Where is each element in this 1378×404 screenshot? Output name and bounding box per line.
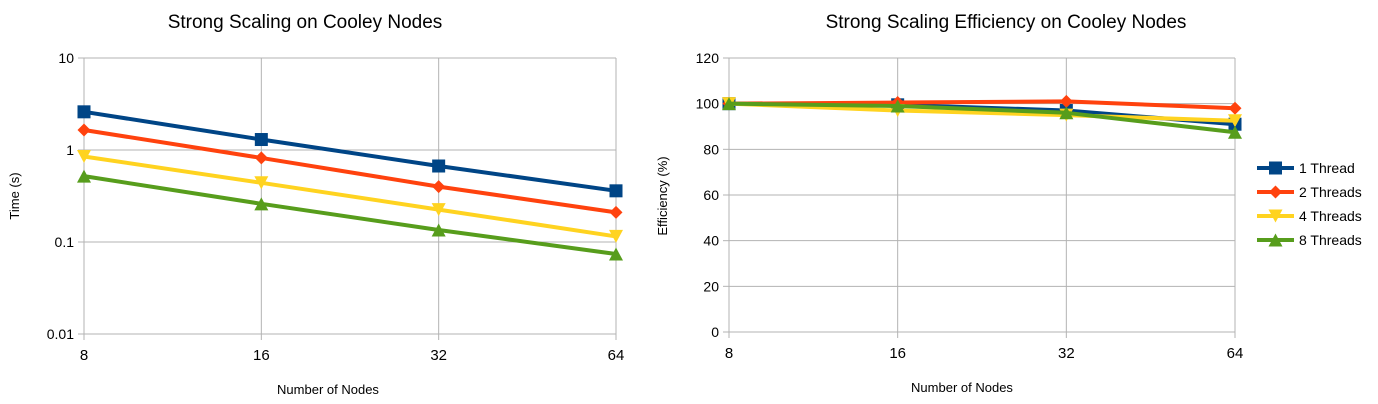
efficiency-chart-x-ticks: 8 16 32 64 bbox=[725, 345, 1244, 362]
c0-point-4-threads-64 bbox=[609, 229, 623, 243]
time-chart-x-ticks: 8 16 32 64 bbox=[80, 347, 625, 364]
time-chart: Strong Scaling on Cooley Nodes 10 1 0.1 0.0… bbox=[7, 12, 624, 397]
c1-ytick-label-120: 120 bbox=[696, 50, 720, 66]
legend-label-4-threads: 4 Threads bbox=[1299, 208, 1362, 224]
c1-point-8-threads-64 bbox=[1228, 125, 1242, 139]
c0-line-2-threads bbox=[83, 128, 617, 215]
efficiency-chart-x-axis-label: Number of Nodes bbox=[911, 380, 1013, 395]
c0-point-1-thread-64 bbox=[609, 184, 623, 198]
c0-point-8-threads-16 bbox=[254, 197, 269, 211]
legend-item-2-threads: 2 Threads bbox=[1257, 184, 1362, 200]
c1-point-8-threads-16 bbox=[890, 99, 905, 113]
legend-item-8-threads: 8 Threads bbox=[1257, 232, 1362, 248]
c0-xtick-label-32: 32 bbox=[430, 347, 447, 364]
c1-point-8-threads-32 bbox=[1059, 106, 1074, 120]
legend-marker-1-thread bbox=[1269, 161, 1282, 175]
time-chart-y-ticks: 10 1 0.1 0.01 bbox=[47, 50, 74, 342]
c1-ytick-label-60: 60 bbox=[703, 187, 719, 203]
c0-series-1-thread bbox=[77, 105, 623, 198]
c1-ytick-label-40: 40 bbox=[703, 233, 719, 249]
c1-line-8-threads bbox=[728, 101, 1236, 135]
c0-ytick-label-10: 10 bbox=[58, 50, 74, 66]
c0-xtick-label-8: 8 bbox=[80, 347, 88, 364]
c0-point-2-threads-16 bbox=[254, 151, 268, 165]
time-chart-y-axis-label: Time (s) bbox=[7, 172, 22, 219]
c1-xtick-label-8: 8 bbox=[725, 345, 733, 362]
c0-ytick-label-0-01: 0.01 bbox=[47, 326, 74, 342]
time-chart-x-axis-label: Number of Nodes bbox=[277, 382, 379, 397]
time-chart-series bbox=[77, 105, 623, 261]
legend-marker-4-threads bbox=[1268, 209, 1283, 223]
legend-label-2-threads: 2 Threads bbox=[1299, 184, 1362, 200]
time-chart-title: Strong Scaling on Cooley Nodes bbox=[168, 12, 443, 33]
c0-point-1-thread-8 bbox=[77, 105, 91, 119]
c1-xtick-label-32: 32 bbox=[1058, 345, 1075, 362]
c1-ytick-label-20: 20 bbox=[703, 278, 719, 294]
c0-series-8-threads bbox=[77, 169, 623, 261]
c1-point-4-threads-64 bbox=[1228, 114, 1242, 128]
c0-line-1-thread bbox=[83, 109, 617, 193]
c0-point-8-threads-8 bbox=[77, 169, 91, 183]
legend-item-4-threads: 4 Threads bbox=[1257, 208, 1362, 224]
efficiency-chart-y-ticks: 120 100 80 60 40 20 0 bbox=[696, 50, 720, 340]
c0-line-4-threads bbox=[83, 154, 617, 239]
c0-point-1-thread-16 bbox=[254, 133, 268, 147]
c0-series-2-threads bbox=[77, 123, 623, 219]
c0-point-2-threads-8 bbox=[77, 123, 91, 137]
c0-series-4-threads bbox=[77, 149, 623, 243]
efficiency-chart-title: Strong Scaling Efficiency on Cooley Node… bbox=[826, 12, 1187, 33]
c0-point-4-threads-16 bbox=[254, 176, 269, 190]
c0-point-8-threads-64 bbox=[609, 247, 623, 261]
c0-ytick-label-0-1: 0.1 bbox=[55, 234, 75, 250]
c1-line-4-threads bbox=[728, 101, 1236, 123]
c1-series-8-threads bbox=[722, 97, 1242, 139]
legend-label-8-threads: 8 Threads bbox=[1299, 232, 1362, 248]
c0-xtick-label-64: 64 bbox=[608, 347, 625, 364]
c0-point-2-threads-32 bbox=[432, 180, 446, 194]
efficiency-chart: Strong Scaling Efficiency on Cooley Node… bbox=[655, 12, 1362, 395]
legend-marker-8-threads bbox=[1268, 233, 1283, 247]
c1-xtick-label-64: 64 bbox=[1227, 345, 1244, 362]
c1-point-8-threads-8 bbox=[722, 97, 736, 111]
efficiency-chart-y-axis-label: Efficiency (%) bbox=[655, 156, 670, 235]
c0-point-1-thread-32 bbox=[432, 159, 446, 173]
legend-item-1-thread: 1 Thread bbox=[1257, 160, 1355, 176]
c0-ytick-label-1: 1 bbox=[66, 142, 74, 158]
c0-point-4-threads-8 bbox=[77, 149, 91, 163]
c1-ytick-label-100: 100 bbox=[696, 96, 720, 112]
legend-label-1-thread: 1 Thread bbox=[1299, 160, 1355, 176]
time-chart-gridlines bbox=[78, 57, 617, 340]
c1-point-2-threads-64 bbox=[1228, 101, 1242, 115]
c1-point-2-threads-32 bbox=[1059, 94, 1073, 108]
legend-marker-2-threads bbox=[1269, 185, 1282, 199]
efficiency-chart-legend: 1 Thread 2 Threads 4 Threads 8 Threads bbox=[1257, 160, 1362, 248]
c1-xtick-label-16: 16 bbox=[889, 345, 906, 362]
c0-point-8-threads-32 bbox=[431, 223, 446, 237]
c0-xtick-label-16: 16 bbox=[253, 347, 270, 364]
c0-line-8-threads bbox=[83, 174, 617, 257]
c1-ytick-label-0: 0 bbox=[711, 324, 719, 340]
c0-point-2-threads-64 bbox=[609, 205, 623, 219]
c1-ytick-label-80: 80 bbox=[703, 141, 719, 157]
c0-point-4-threads-32 bbox=[431, 203, 446, 217]
efficiency-chart-series bbox=[722, 94, 1242, 139]
